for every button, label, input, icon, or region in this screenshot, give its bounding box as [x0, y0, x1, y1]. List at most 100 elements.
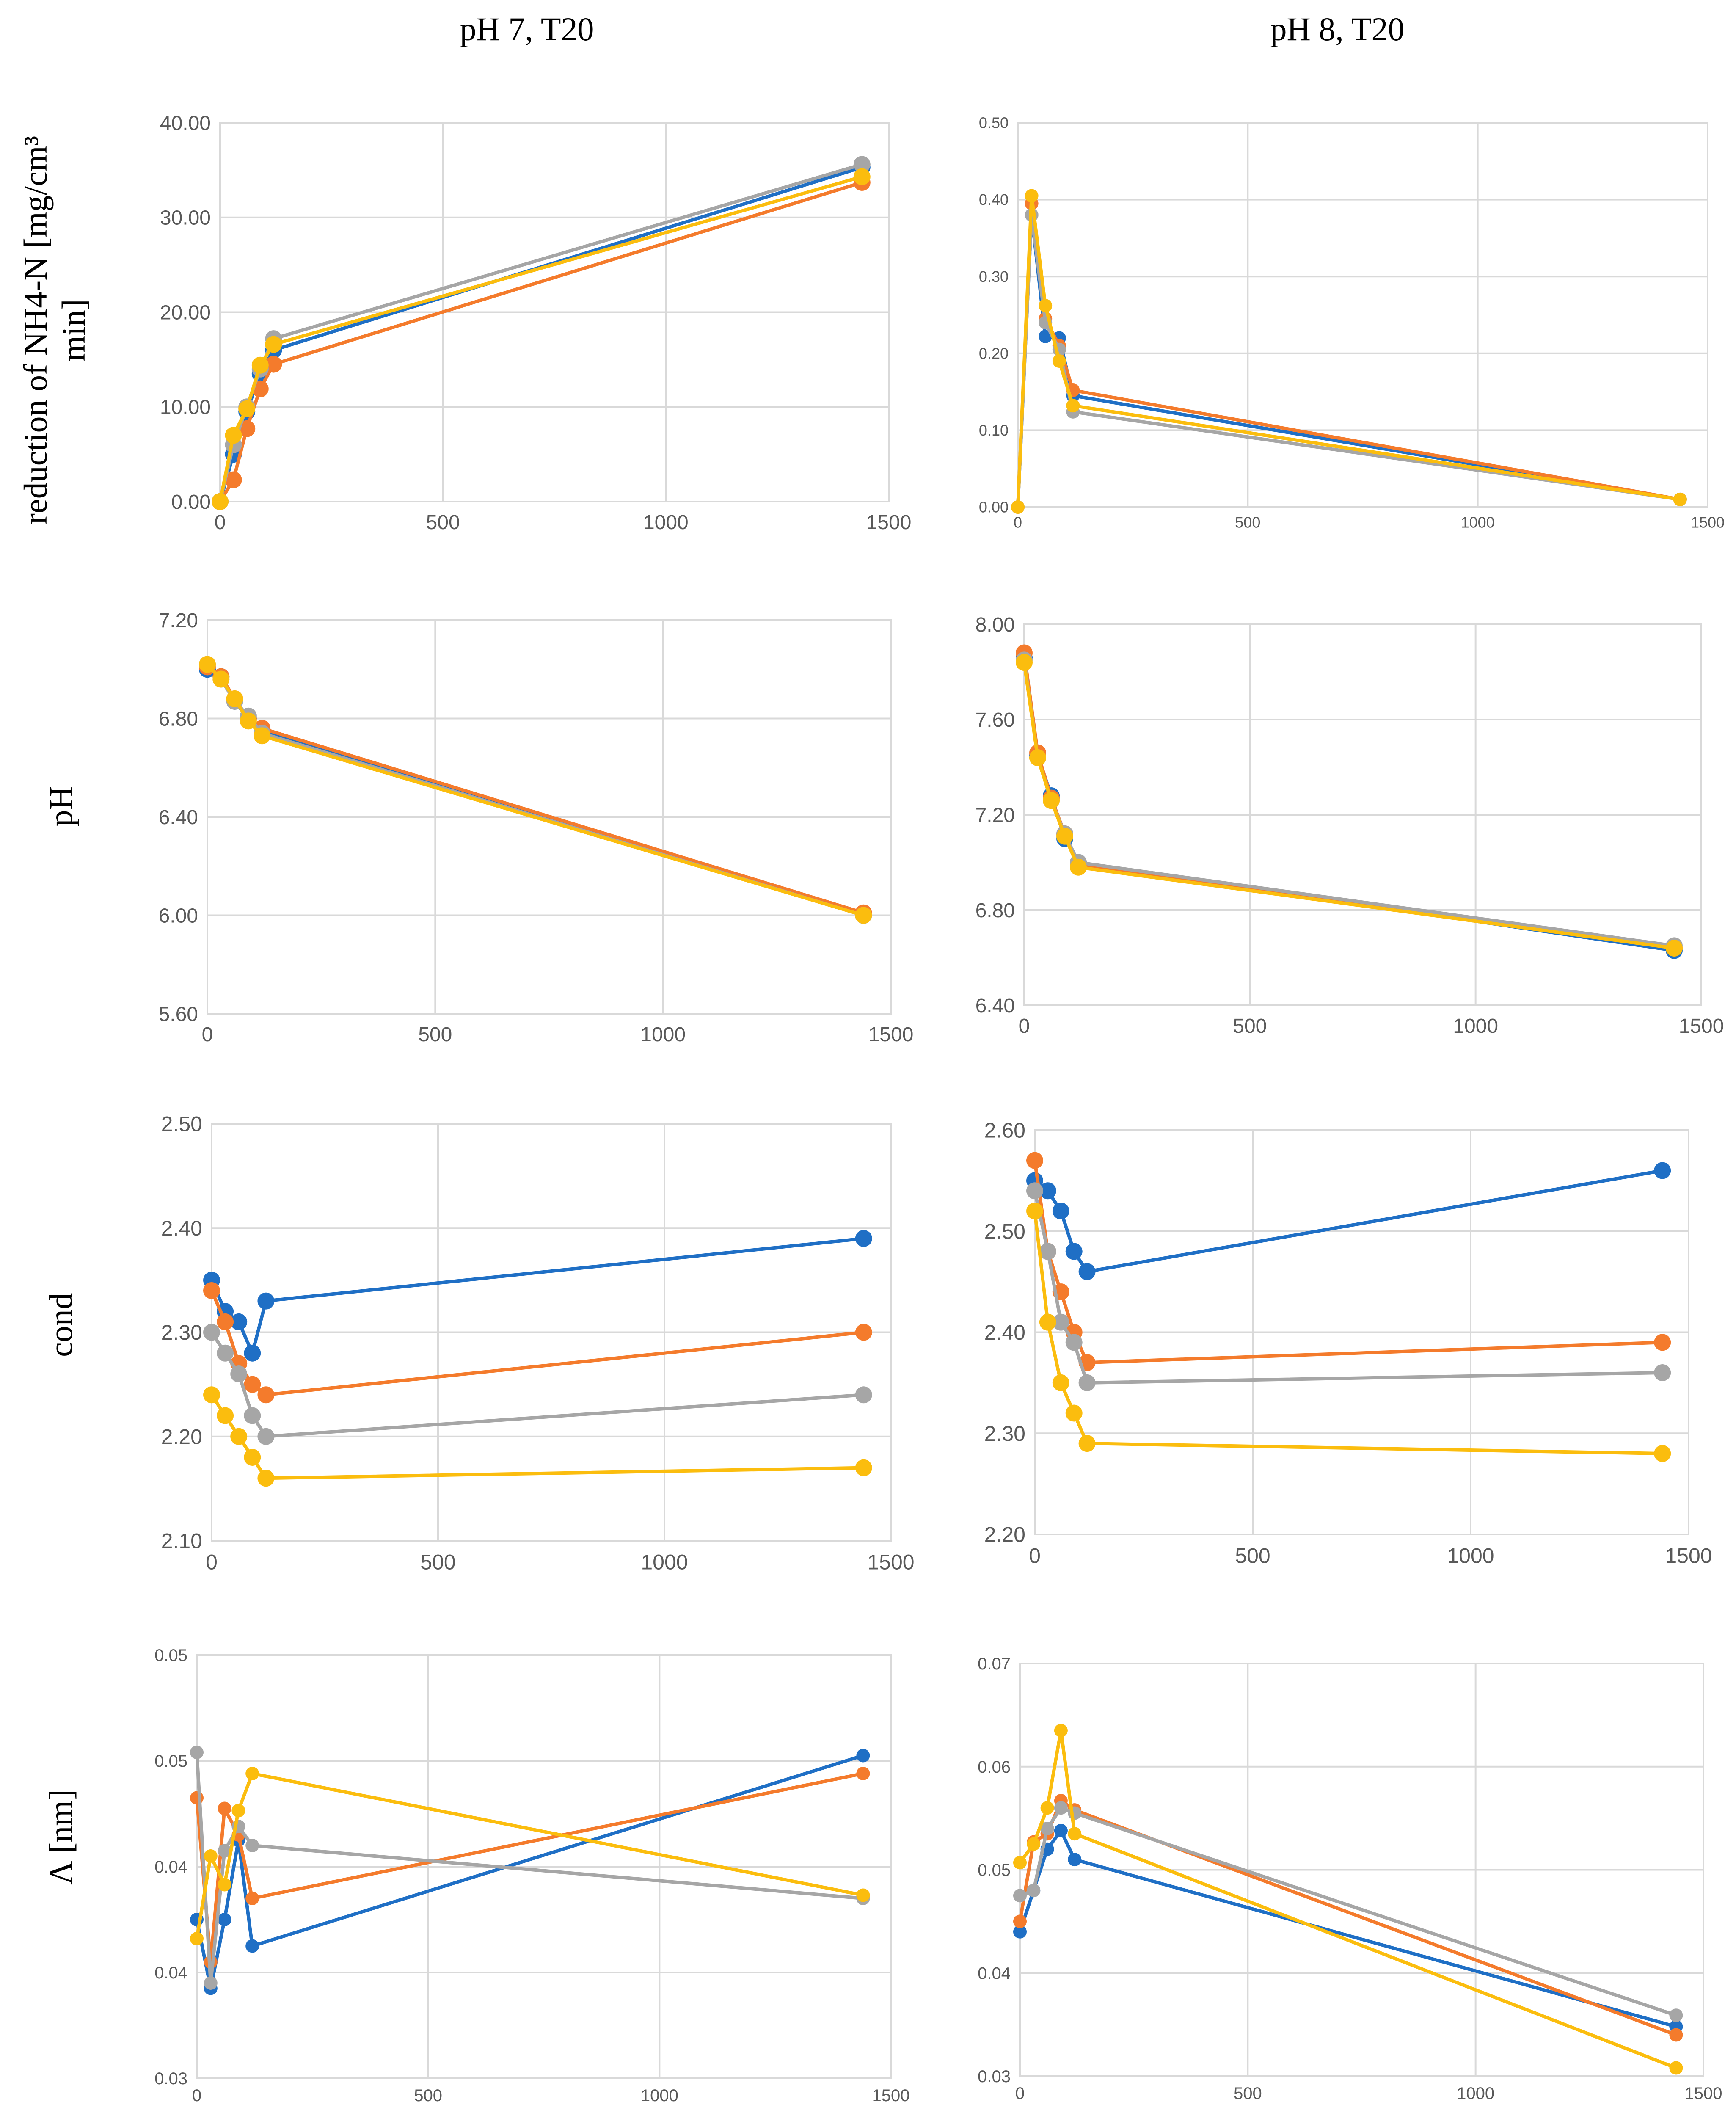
chart-4-series-3-point-0 — [203, 1386, 220, 1404]
chart-7-series-3-point-1 — [1027, 1837, 1041, 1851]
chart-7-series-3-point-0 — [1013, 1856, 1027, 1870]
chart-5-series-2-point-3 — [1065, 1334, 1083, 1351]
chart-2-series-3-point-2 — [226, 690, 243, 707]
chart-4-series-1-point-4 — [257, 1386, 275, 1404]
chart-5-series-2-point-4 — [1078, 1374, 1096, 1391]
chart-3-series-3-point-2 — [1043, 792, 1060, 809]
chart-5-series-0-line — [1033, 1169, 1663, 1274]
chart-5-xtick-label-1: 500 — [1235, 1544, 1270, 1568]
chart-6-frame — [196, 1654, 892, 2079]
chart-4-ytick-label-4: 2.50 — [161, 1112, 202, 1136]
chart-5-series-2-line — [1033, 1190, 1663, 1385]
chart-5-series-2-point-2 — [1052, 1313, 1069, 1331]
chart-5-series-3-point-3 — [1065, 1404, 1083, 1422]
chart-3-xtick-label-2: 1000 — [1453, 1015, 1498, 1037]
chart-6-series-3-point-5 — [856, 1888, 870, 1902]
chart-4-series-1-point-0 — [203, 1282, 220, 1299]
chart-6-series-0-line — [195, 1754, 864, 1990]
chart-1-xtick-label-3: 1500 — [1691, 514, 1725, 531]
chart-5-series-3-point-1 — [1039, 1313, 1056, 1331]
chart-5-series-0-point-1 — [1039, 1182, 1056, 1200]
chart-0-series-1-line — [218, 181, 862, 503]
chart-2-ytick-label-0: 5.60 — [159, 1003, 198, 1026]
chart-5-series-2-point-1 — [1039, 1243, 1056, 1260]
chart-7-series-3-point-5 — [1669, 2061, 1683, 2075]
chart-7-xtick-label-3: 1500 — [1685, 2084, 1722, 2102]
chart-6-series-2-point-2 — [218, 1844, 231, 1858]
chart-7-ytick-label-3: 0.06 — [978, 1758, 1011, 1776]
chart-0-series-3-point-1 — [225, 427, 242, 444]
chart-4-series-2-point-2 — [230, 1365, 248, 1382]
chart-1-ytick-label-1: 0.10 — [979, 422, 1009, 439]
chart-4-series-3-point-5 — [855, 1459, 872, 1476]
chart-5-series-3-line — [1033, 1211, 1663, 1455]
chart-0-series-3-point-5 — [853, 168, 871, 185]
chart-7-series-3-point-3 — [1054, 1724, 1068, 1738]
chart-5-xtick-label-0: 0 — [1029, 1544, 1041, 1568]
chart-6-series-1-point-0 — [190, 1791, 204, 1805]
chart-7-ytick-label-4: 0.07 — [978, 1655, 1011, 1673]
chart-0-xtick-label-0: 0 — [215, 511, 226, 534]
chart-5-ytick-label-1: 2.30 — [984, 1422, 1025, 1445]
chart-1-series-1-line — [1016, 201, 1681, 508]
chart-6-series-3-point-3 — [231, 1804, 245, 1818]
chart-4-series-0-point-3 — [244, 1344, 261, 1362]
chart-0-xtick-label-3: 1500 — [866, 511, 912, 534]
chart-6-ytick-label-2: 0.04 — [154, 1858, 187, 1876]
chart-1-ytick-label-3: 0.30 — [979, 268, 1009, 285]
row-label-nh4-line2: min] — [55, 299, 92, 361]
chart-6-series-0-point-2 — [218, 1913, 231, 1926]
chart-5-series-0-point-2 — [1052, 1203, 1069, 1219]
chart-5-ytick-label-3: 2.50 — [984, 1219, 1025, 1243]
chart-4-series-2-point-1 — [217, 1344, 234, 1362]
chart-0-series-3-point-4 — [265, 336, 282, 353]
chart-6-series-3-point-4 — [245, 1767, 259, 1780]
column-title-ph7: pH 7, T20 — [460, 11, 594, 47]
chart-1-series-3-point-0 — [1011, 500, 1025, 514]
chart-7-series-1-line — [1018, 1799, 1677, 2037]
chart-4-series-2-point-4 — [257, 1428, 275, 1445]
chart-panel-1: 0.00 0.10 0.20 0.30 0.40 0.50 0 500 1000 1500 — [979, 114, 1725, 531]
row-label-ph: pH — [42, 786, 79, 826]
chart-panel-2: 5.60 6.00 6.40 6.80 7.20 0 500 1000 1500 — [159, 610, 914, 1046]
chart-4-series-2-point-3 — [244, 1407, 261, 1424]
chart-1-series-0-point-2 — [1039, 329, 1053, 343]
chart-4-series-0-line — [210, 1236, 864, 1355]
chart-3-series-3-point-4 — [1070, 858, 1087, 876]
chart-2-xtick-label-1: 500 — [418, 1023, 452, 1046]
chart-5-xtick-label-2: 1000 — [1447, 1544, 1494, 1568]
chart-5-xtick-label-3: 1500 — [1665, 1544, 1712, 1568]
chart-1-ytick-label-0: 0.00 — [979, 499, 1009, 516]
chart-1-series-3-point-3 — [1052, 354, 1066, 368]
chart-6-series-1-point-4 — [245, 1892, 259, 1905]
chart-6-series-2-point-1 — [204, 1976, 218, 1990]
chart-4-series-2-line — [210, 1331, 864, 1438]
chart-6-xtick-label-1: 500 — [414, 2086, 442, 2102]
chart-4-series-3-point-2 — [230, 1428, 248, 1445]
chart-6-series-2-point-0 — [190, 1746, 204, 1759]
chart-5-ytick-label-4: 2.60 — [984, 1119, 1025, 1142]
chart-2-xtick-label-2: 1000 — [640, 1023, 686, 1046]
chart-4-series-2-point-0 — [203, 1324, 220, 1341]
chart-0-series-1-point-2 — [238, 420, 256, 437]
chart-panel-0: 0.00 10.00 20.00 30.00 40.00 0 500 1000 1500 — [160, 112, 912, 534]
chart-5-frame — [1034, 1129, 1689, 1535]
chart-3-xtick-label-3: 1500 — [1679, 1015, 1724, 1037]
chart-1-ytick-label-2: 0.20 — [979, 345, 1009, 362]
chart-panel-7: 0.03 0.04 0.05 0.06 0.07 0 500 1000 1500 — [978, 1655, 1722, 2102]
chart-2-xtick-label-3: 1500 — [868, 1023, 914, 1046]
chart-4-xtick-label-3: 1500 — [867, 1550, 914, 1574]
chart-2-series-3-point-5 — [855, 907, 872, 924]
chart-5-series-3-point-5 — [1654, 1445, 1671, 1462]
chart-2-frame — [207, 619, 892, 1015]
chart-5-series-1-point-5 — [1654, 1334, 1671, 1351]
chart-6-xtick-label-3: 1500 — [872, 2086, 910, 2102]
chart-4-xtick-label-2: 1000 — [641, 1550, 688, 1574]
chart-3-series-0-line — [1022, 657, 1675, 952]
chart-7-series-2-point-1 — [1027, 1884, 1041, 1898]
chart-7-series-2-point-5 — [1669, 2008, 1683, 2022]
chart-7-xtick-label-1: 500 — [1234, 2084, 1262, 2102]
chart-panel-5: 2.20 2.30 2.40 2.50 2.60 0 500 1000 1500 — [984, 1119, 1712, 1568]
chart-1-xtick-label-2: 1000 — [1461, 514, 1495, 531]
